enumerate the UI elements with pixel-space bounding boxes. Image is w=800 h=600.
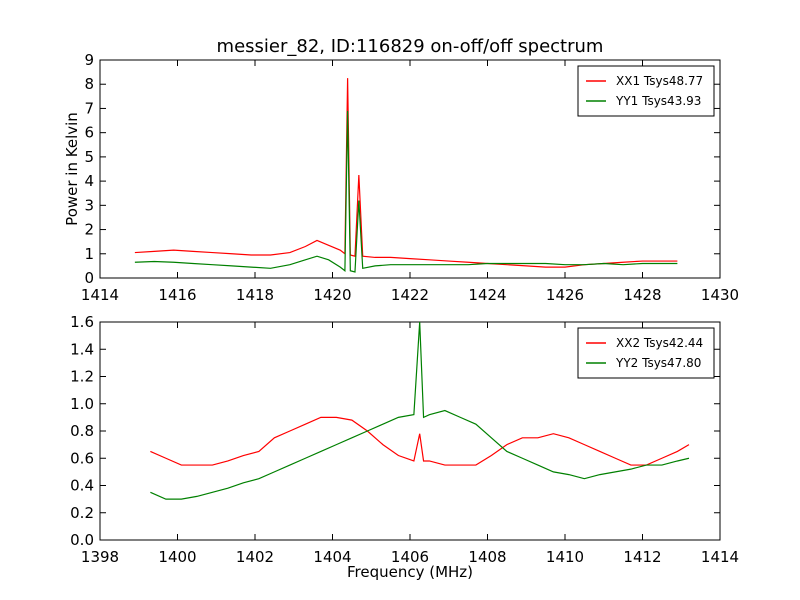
y-tick-bottom-label-3: 0.6 (70, 449, 94, 467)
y-tick-bottom-label-8: 1.6 (70, 313, 94, 331)
x-tick-bottom-label-1: 1400 (158, 548, 196, 566)
x-tick-top-label-3: 1420 (313, 286, 351, 304)
x-tick-top-label-4: 1422 (391, 286, 429, 304)
y-tick-top-label-3: 3 (84, 196, 94, 214)
bottom-legend-label-0: XX2 Tsys42.44 (616, 336, 703, 350)
bottom-legend-label-1: YY2 Tsys47.80 (615, 356, 701, 370)
bottom-legend (577, 327, 715, 379)
y-tick-top-label-4: 4 (84, 172, 94, 190)
y-tick-top-label-6: 6 (84, 124, 94, 142)
y-tick-bottom-label-4: 0.8 (70, 422, 94, 440)
y-tick-top-label-5: 5 (84, 148, 94, 166)
y-tick-top-label-8: 8 (84, 75, 94, 93)
y-tick-bottom-label-2: 0.4 (70, 477, 94, 495)
y-tick-top-label-0: 0 (84, 269, 94, 287)
top-series-0-line (134, 78, 678, 268)
y-tick-bottom-label-7: 1.4 (70, 340, 94, 358)
x-tick-bottom-label-6: 1410 (546, 548, 584, 566)
bottom-series-0-line (150, 416, 690, 466)
y-tick-top-label-9: 9 (84, 51, 94, 69)
y-tick-bottom-label-1: 0.2 (70, 504, 94, 522)
x-tick-bottom-label-3: 1404 (313, 548, 351, 566)
x-tick-top-label-8: 1430 (701, 286, 739, 304)
y-tick-top-label-7: 7 (84, 99, 94, 117)
x-tick-top-label-5: 1424 (468, 286, 506, 304)
x-tick-bottom-label-5: 1408 (468, 548, 506, 566)
bottom-panel: 1398 1400 1402 1404 1406 1408 1410 1412 1414 0.0 0… (70, 313, 739, 581)
top-panel: 1414 1416 1418 1420 1422 1424 1426 1428 1430 0 1 2 3… (63, 51, 739, 304)
x-tick-top-label-2: 1418 (236, 286, 274, 304)
y-tick-bottom-label-6: 1.2 (70, 368, 94, 386)
top-legend-label-0: XX1 Tsys48.77 (616, 74, 703, 88)
x-tick-bottom-label-0: 1398 (81, 548, 119, 566)
y-tick-bottom-label-0: 0.0 (70, 531, 94, 549)
x-tick-bottom-label-8: 1414 (701, 548, 739, 566)
bottom-series-1-line (150, 321, 690, 500)
top-series-1-line (134, 110, 678, 273)
top-legend (577, 65, 715, 117)
x-tick-bottom-label-7: 1412 (623, 548, 661, 566)
x-tick-top-label-7: 1428 (623, 286, 661, 304)
x-tick-top-label-0: 1414 (81, 286, 119, 304)
y-tick-top-label-2: 2 (84, 221, 94, 239)
x-axis-label: Frequency (MHz) (347, 563, 473, 581)
x-tick-top-label-6: 1426 (546, 286, 584, 304)
x-tick-bottom-label-4: 1406 (391, 548, 429, 566)
x-tick-bottom-label-2: 1402 (236, 548, 274, 566)
y-tick-bottom-label-5: 1.0 (70, 395, 94, 413)
chart-title: messier_82, ID:116829 on-off/off spectru… (217, 36, 604, 57)
x-tick-top-label-1: 1416 (158, 286, 196, 304)
y-axis-label: Power in Kelvin (63, 112, 81, 226)
y-tick-top-label-1: 1 (84, 245, 94, 263)
top-legend-label-1: YY1 Tsys43.93 (615, 94, 701, 108)
